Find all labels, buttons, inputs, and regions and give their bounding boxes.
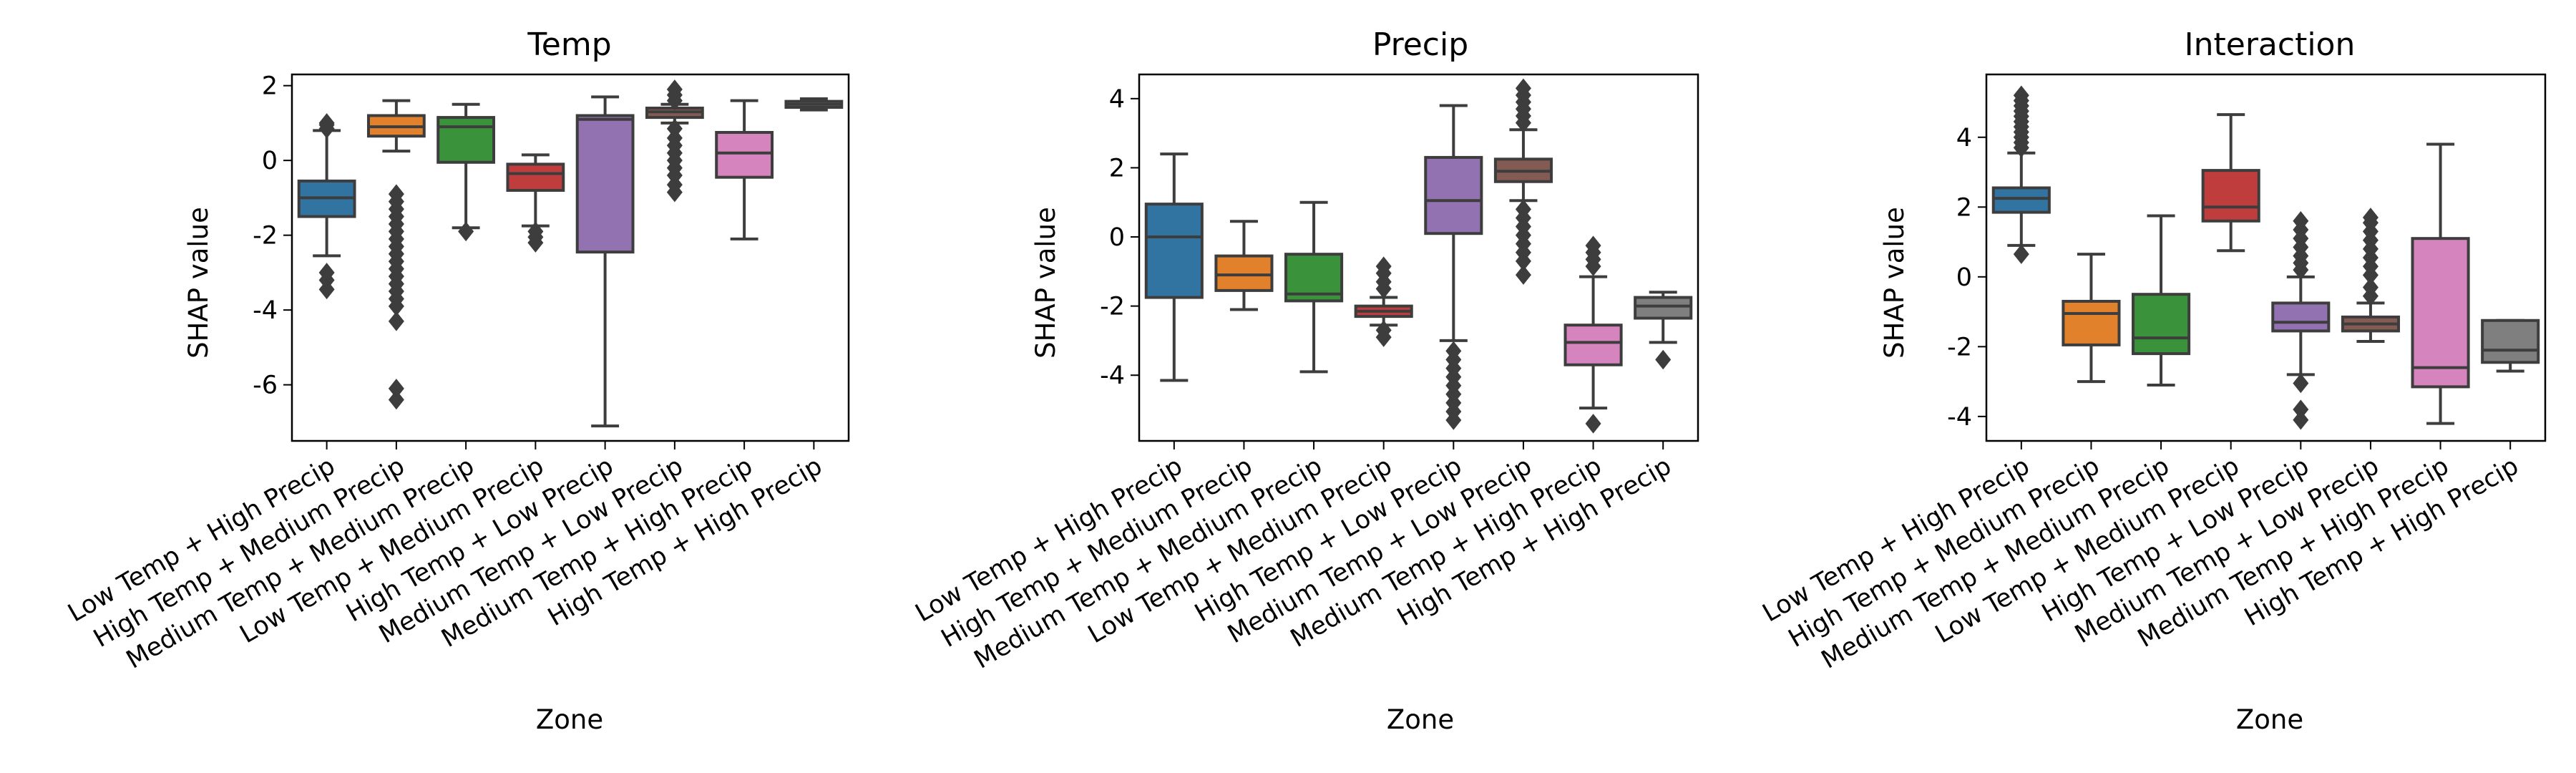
precip-ytick-label: 2	[1109, 154, 1125, 183]
precip-ytick-label: 0	[1109, 223, 1125, 252]
precip-medium-temp-low-precip-box-group	[1493, 78, 1553, 285]
temp-low-temp-medium-precip-outlier	[527, 233, 544, 253]
temp-medium-temp-medium-precip-outlier	[458, 221, 474, 242]
precip-medium-temp-high-precip-box	[1563, 324, 1623, 366]
interaction-low-temp-medium-precip-box-group	[2201, 113, 2260, 253]
interaction-high-temp-high-precip-box	[2481, 319, 2540, 364]
temp-ytick-label: 2	[262, 72, 278, 101]
temp-panel-ylabel: SHAP value	[183, 207, 214, 359]
temp-high-temp-medium-precip-outlier	[388, 379, 404, 399]
interaction-ytick-label: 0	[1956, 263, 1972, 292]
precip-medium-temp-high-precip-box-group	[1563, 235, 1623, 434]
interaction-high-temp-low-precip-box	[2271, 301, 2331, 333]
interaction-ytick-label: 4	[1956, 124, 1972, 152]
precip-panel-xlabel: Zone	[1387, 704, 1454, 735]
precip-high-temp-low-precip-box	[1424, 155, 1483, 235]
interaction-ytick-label: 2	[1956, 193, 1972, 222]
precip-panel-title: Precip	[1372, 26, 1468, 63]
interaction-ytick-label: -2	[1947, 333, 1972, 361]
precip-high-temp-high-precip-outlier	[1655, 349, 1672, 370]
precip-medium-temp-low-precip-outlier	[1515, 78, 1531, 99]
precip-medium-temp-medium-precip-box-group	[1284, 200, 1344, 374]
interaction-high-temp-medium-precip-box-group	[2062, 253, 2121, 384]
temp-low-temp-high-precip-box-group	[297, 113, 356, 300]
temp-ytick-label: 0	[262, 147, 278, 175]
temp-panel-title: Temp	[527, 26, 611, 63]
interaction-medium-temp-low-precip-box-group	[2341, 208, 2400, 344]
temp-high-temp-low-precip-box	[575, 114, 635, 254]
temp-medium-temp-low-precip-outlier	[666, 182, 683, 203]
interaction-high-temp-low-precip-outlier	[2293, 409, 2309, 430]
interaction-medium-temp-low-precip-outlier	[2362, 208, 2379, 228]
interaction-high-temp-low-precip-outlier	[2293, 373, 2309, 394]
temp-high-temp-medium-precip-outlier	[388, 389, 404, 410]
temp-medium-temp-medium-precip-box-group	[436, 102, 496, 242]
interaction-medium-temp-high-precip-box	[2411, 237, 2470, 389]
temp-ytick-label: -6	[253, 371, 278, 400]
interaction-panel-title: Interaction	[2185, 26, 2356, 63]
temp-low-temp-medium-precip-box-group	[506, 153, 565, 253]
interaction-low-temp-medium-precip-box	[2201, 169, 2260, 223]
interaction-medium-temp-medium-precip-box-group	[2132, 214, 2191, 386]
temp-low-temp-high-precip-outlier	[318, 113, 335, 133]
interaction-panel-ylabel: SHAP value	[1879, 207, 1910, 359]
temp-medium-temp-low-precip-outlier	[666, 79, 683, 99]
precip-high-temp-high-precip-box-group	[1634, 291, 1693, 370]
interaction-low-temp-high-precip-outlier	[2013, 85, 2029, 106]
precip-axes-frame	[1138, 73, 1699, 442]
precip-low-temp-medium-precip-box-group	[1354, 256, 1413, 347]
interaction-high-temp-medium-precip-box	[2062, 299, 2121, 346]
temp-high-temp-low-precip-box-group	[575, 95, 635, 428]
precip-medium-temp-high-precip-outlier	[1585, 414, 1601, 434]
interaction-high-temp-low-precip-box-group	[2271, 211, 2331, 430]
precip-high-temp-high-precip-box	[1634, 296, 1693, 320]
temp-medium-temp-low-precip-box-group	[645, 79, 704, 203]
temp-high-temp-medium-precip-outlier	[388, 311, 404, 331]
temp-high-temp-medium-precip-outlier	[388, 296, 404, 316]
precip-ytick-label: -2	[1100, 293, 1125, 321]
precip-high-temp-low-precip-outlier	[1445, 410, 1462, 430]
interaction-medium-temp-low-precip-outlier	[2362, 277, 2379, 298]
precip-high-temp-medium-precip-box	[1214, 254, 1274, 292]
interaction-axes-frame	[1985, 73, 2547, 442]
precip-medium-temp-low-precip-outlier	[1515, 265, 1531, 285]
precip-low-temp-medium-precip-outlier	[1375, 327, 1392, 347]
precip-medium-temp-high-precip-outlier	[1585, 256, 1601, 276]
interaction-low-temp-high-precip-box-group	[1991, 85, 2051, 264]
precip-high-temp-medium-precip-box-group	[1214, 220, 1274, 311]
temp-low-temp-medium-precip-box	[506, 162, 565, 192]
interaction-low-temp-high-precip-box	[1991, 186, 2051, 214]
precip-high-temp-low-precip-box-group	[1424, 104, 1483, 430]
precip-medium-temp-low-precip-outlier	[1515, 251, 1531, 271]
temp-medium-temp-medium-precip-box	[436, 116, 496, 164]
interaction-medium-temp-medium-precip-box	[2132, 293, 2191, 356]
precip-low-temp-high-precip-box-group	[1144, 152, 1204, 382]
temp-ytick-label: -2	[253, 222, 278, 251]
temp-axes-frame	[291, 73, 850, 442]
interaction-panel-xlabel: Zone	[2236, 704, 2303, 735]
temp-low-temp-high-precip-outlier	[318, 279, 335, 300]
precip-panel-ylabel: SHAP value	[1030, 207, 1061, 359]
temp-panel-xlabel: Zone	[536, 704, 603, 735]
precip-ytick-label: -4	[1100, 361, 1125, 390]
interaction-high-temp-low-precip-outlier	[2293, 399, 2309, 419]
temp-high-temp-high-precip-box-group	[784, 97, 844, 112]
temp-medium-temp-high-precip-box	[715, 130, 774, 179]
temp-ytick-label: -4	[253, 296, 278, 325]
interaction-high-temp-low-precip-outlier	[2293, 211, 2309, 231]
interaction-medium-temp-high-precip-box-group	[2411, 142, 2470, 425]
precip-ytick-label: 4	[1109, 85, 1125, 114]
temp-high-temp-medium-precip-box-group	[366, 99, 426, 410]
interaction-ytick-label: -4	[1947, 403, 1972, 432]
temp-medium-temp-high-precip-box-group	[715, 99, 774, 240]
precip-low-temp-high-precip-box	[1144, 203, 1204, 299]
precip-low-temp-medium-precip-outlier	[1375, 278, 1392, 299]
interaction-high-temp-high-precip-box-group	[2481, 319, 2540, 373]
interaction-low-temp-high-precip-outlier	[2013, 244, 2029, 264]
